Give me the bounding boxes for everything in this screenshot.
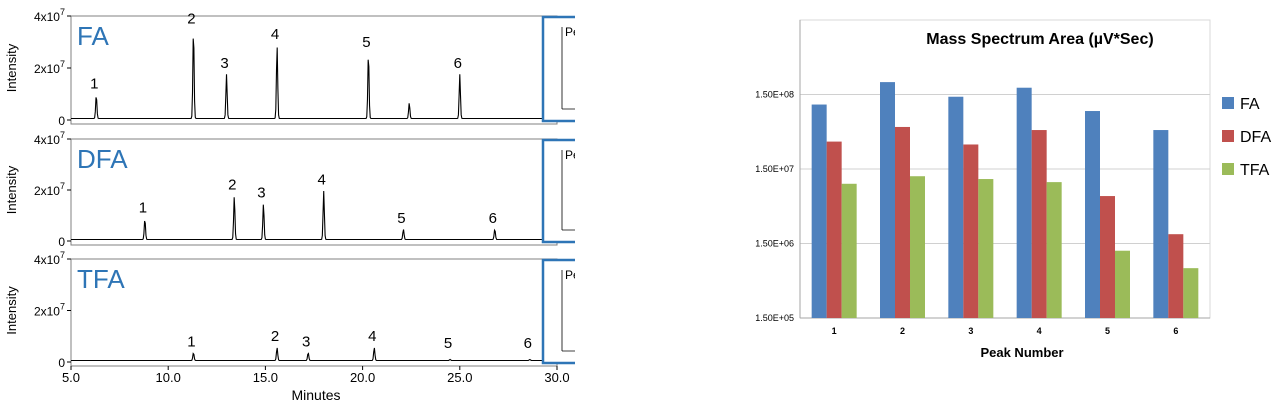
y-tick-label: 1.50E+07 — [755, 164, 794, 174]
x-tick-label: 10.0 — [156, 370, 181, 385]
y-axis-label: Intensity — [4, 43, 19, 92]
x-tick-label: 6 — [1173, 326, 1178, 336]
panel-label: FA — [77, 21, 109, 51]
x-tick-label: 15.0 — [253, 370, 278, 385]
peak-label: 3 — [220, 55, 228, 72]
panel-label: DFA — [77, 144, 128, 174]
peak-label: 3 — [302, 333, 310, 350]
bar-tfa — [1046, 182, 1062, 318]
legend-label: FA — [1240, 96, 1260, 113]
bar-dfa — [963, 144, 979, 318]
y-tick-label: 2x107 — [34, 181, 65, 198]
bar-dfa — [1031, 130, 1047, 318]
x-tick-label: 4 — [1037, 326, 1042, 336]
ms-inset: Peak 1+Na(3.12%)450.3461.2 — [541, 258, 575, 365]
bar-fa — [948, 96, 964, 318]
peak-label: 1 — [90, 76, 98, 93]
x-tick-label: 20.0 — [350, 370, 375, 385]
bar-fa — [880, 82, 895, 318]
y-tick-label: 4x107 — [34, 250, 65, 267]
bar-tfa — [841, 183, 857, 318]
bar-chart-title: Mass Spectrum Area (µV*Sec) — [926, 31, 1153, 48]
bar-dfa — [1168, 234, 1184, 318]
ms-inset: Peak 1+Na(5.03%)450.3461.3 — [541, 138, 575, 244]
inset-frame — [541, 15, 575, 123]
chromatogram-chart: Intensity Intensity Intensity 4x107 2x107 0 FA… — [4, 7, 575, 403]
y-tick-label: 1.50E+06 — [755, 239, 794, 249]
chromatogram-trace — [71, 38, 557, 120]
bar-fa — [1085, 111, 1100, 318]
bar-tfa — [910, 176, 925, 318]
bar-fa — [811, 104, 827, 319]
x-tick-label: 25.0 — [447, 370, 472, 385]
peak-label: 5 — [444, 335, 452, 352]
peak-label: 6 — [454, 55, 462, 72]
peak-label: 3 — [257, 184, 265, 201]
x-axis-label: Minutes — [291, 387, 340, 403]
inset-title: Peak 1 — [565, 148, 575, 162]
x-tick-label: 30.0 — [544, 370, 569, 385]
legend-label: DFA — [1240, 129, 1271, 146]
x-tick-label: 2 — [900, 326, 905, 336]
peak-label: 4 — [318, 172, 326, 189]
y-tick-label: 0 — [58, 356, 65, 370]
x-tick-label: 5 — [1105, 326, 1110, 336]
y-tick-label: 1.50E+08 — [755, 90, 794, 100]
bar-x-axis-label: Peak Number — [980, 345, 1063, 360]
panel-label: TFA — [77, 264, 125, 294]
peak-label: 5 — [397, 210, 405, 227]
bar-tfa — [1183, 268, 1199, 318]
legend-swatch — [1222, 97, 1234, 109]
peak-label: 6 — [524, 335, 532, 352]
bar-dfa — [895, 126, 910, 318]
bar-dfa — [826, 141, 842, 318]
ms-inset: Peak 1+Na(3.78%)450.4461.3 — [541, 15, 575, 123]
y-tick-label: 4x107 — [34, 7, 65, 24]
inset-frame — [541, 138, 575, 244]
y-tick-label: 1.50E+05 — [755, 313, 794, 323]
x-tick-label: 5.0 — [62, 370, 80, 385]
peak-label: 4 — [368, 328, 376, 345]
inset-title: Peak 1 — [565, 25, 575, 39]
peak-label: 2 — [187, 11, 195, 28]
peak-label: 1 — [187, 333, 195, 350]
y-tick-label: 0 — [58, 235, 65, 249]
y-axis-label: Intensity — [4, 286, 19, 335]
x-tick-label: 3 — [968, 326, 973, 336]
peak-label: 4 — [271, 26, 279, 43]
legend-label: TFA — [1240, 162, 1270, 179]
y-tick-label: 2x107 — [34, 302, 65, 319]
chromatogram-trace — [71, 191, 557, 241]
peak-label: 5 — [362, 34, 370, 51]
bar-tfa — [1115, 250, 1130, 318]
y-axis-label: Intensity — [4, 165, 19, 214]
y-tick-label: 2x107 — [34, 59, 65, 76]
peak-label: 1 — [139, 200, 147, 217]
y-tick-label: 4x107 — [34, 130, 65, 147]
legend-swatch — [1222, 130, 1234, 142]
peak-label: 6 — [489, 210, 497, 227]
peak-label: 2 — [271, 328, 279, 345]
peak-label: 2 — [228, 177, 236, 194]
panel-frame — [70, 15, 558, 125]
bar-fa — [1153, 130, 1169, 318]
inset-title: Peak 1 — [565, 268, 575, 282]
chromatogram-trace — [71, 347, 557, 362]
y-tick-label: 0 — [58, 114, 65, 128]
bar-tfa — [978, 179, 994, 318]
bar-fa — [1016, 87, 1032, 318]
legend-swatch — [1222, 163, 1234, 175]
inset-frame — [541, 258, 575, 365]
x-tick-label: 1 — [832, 326, 837, 336]
mass-spectrum-bar-chart: 1.50E+05 1.50E+06 1.50E+07 1.50E+08 1 2 3 4 5 6 FA… — [755, 19, 1271, 360]
bar-dfa — [1100, 196, 1115, 318]
panel-frame — [70, 258, 558, 367]
